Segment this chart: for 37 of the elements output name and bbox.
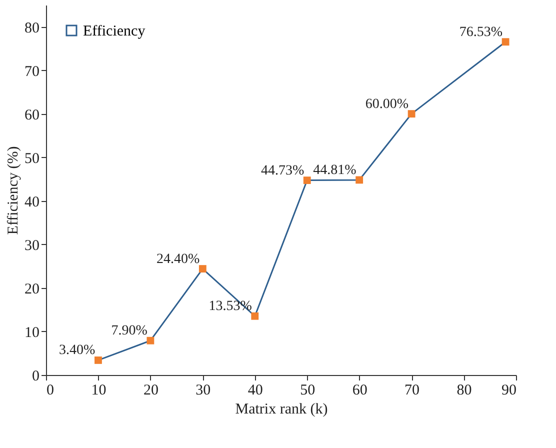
point	[408, 110, 416, 118]
legend-label: Efficiency	[83, 24, 146, 40]
data-label: 7.90%	[111, 324, 148, 339]
y-tick-label: 0	[32, 368, 40, 384]
x-tick-label: 80	[456, 382, 472, 398]
x-tick-label: 60	[352, 382, 368, 398]
x-tick-label: 40	[248, 382, 263, 398]
x-tick-label: 50	[300, 382, 316, 398]
data-label: 60.00%	[365, 96, 409, 112]
point	[502, 38, 510, 46]
x-tick-label: 20	[143, 382, 158, 398]
point	[303, 176, 311, 184]
point	[146, 336, 154, 344]
y-tick-label: 80	[24, 20, 40, 36]
y-tick-label: 70	[24, 64, 40, 80]
y-axis-title: Efficiency (%)	[6, 146, 22, 235]
point	[198, 265, 206, 272]
y-tick-label: 50	[24, 150, 40, 167]
y-tick-label: 30	[24, 238, 40, 254]
data-label: 3.40%	[59, 343, 96, 358]
x-tick-label: 30	[196, 382, 211, 398]
y-tick-label: 10	[24, 324, 40, 341]
data-label: 76.53%	[459, 24, 503, 40]
point	[356, 176, 364, 184]
data-label: 24.40%	[156, 252, 200, 267]
y-tick-label: 40	[24, 194, 40, 210]
x-tick-label: 90	[502, 382, 516, 398]
data-label: 44.81%	[313, 162, 357, 178]
x-tick-label: 70	[404, 382, 420, 398]
y-tick-label: 20	[24, 281, 40, 298]
point	[94, 356, 102, 364]
x-axis-title: Matrix rank (k)	[235, 402, 328, 418]
y-tick-label: 60	[24, 107, 40, 124]
data-label: 44.73%	[260, 163, 304, 178]
x-tick-label: 0	[46, 382, 54, 398]
point	[251, 312, 259, 320]
x-tick-label: 10	[91, 382, 106, 398]
